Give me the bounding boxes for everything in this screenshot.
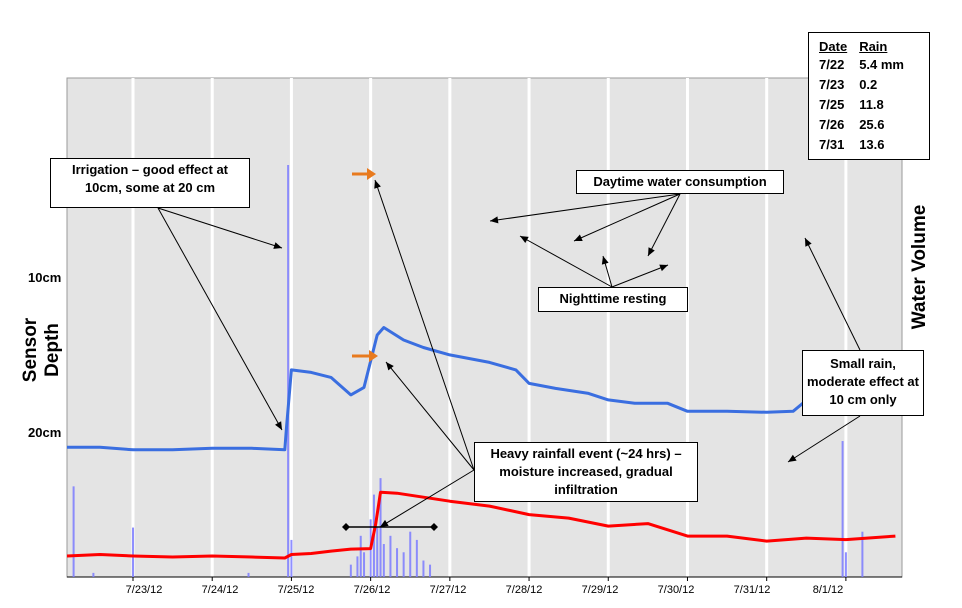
rain-bar [247,572,250,577]
annotation-arrowhead [659,264,668,272]
annotation-leader [647,193,681,257]
annotation-arrowhead [574,234,583,241]
series-line-10cm [67,326,896,452]
rain-bar [290,539,293,577]
callout-nighttime: Nighttime resting [538,287,688,312]
x-tick-label: 7/25/12 [277,584,315,596]
annotation-arrowhead [490,216,499,224]
x-tick-label: 7/24/12 [201,584,239,596]
annotation-arrowhead [273,242,282,249]
annotation-leader [611,264,669,288]
annotation-leader [804,237,861,351]
callout-heavy-rain: Heavy rainfall event (~24 hrs) – moistur… [474,442,698,502]
annotation-leader [385,361,475,471]
rain-bar [356,556,359,577]
table-row: 7/26 25.6 [819,116,916,136]
rain-bar [429,564,432,577]
x-tick-label: 7/30/12 [657,584,695,596]
rain-bar [287,165,290,577]
rain-bar [844,552,847,577]
rain-date: 7/23 [819,77,845,92]
rain-date: 7/22 [819,57,845,72]
y-tick-label-10cm: 10cm [28,270,62,285]
rain-bar [359,535,362,577]
y2-axis-title: Water Volume [909,204,930,330]
rain-amount: 25.6 [859,117,885,132]
rain-bar [415,539,418,577]
rain-bar [841,441,844,577]
rain-bar [363,552,366,577]
x-tick-label: 7/28/12 [505,584,543,596]
peak-arrow-head [367,168,376,180]
rain-bar [349,564,352,577]
rain-bar [402,552,405,577]
annotation-arrowhead [788,454,797,462]
annotation-leader [374,179,475,471]
annotation-arrowhead [275,421,282,430]
annotation-arrowhead [380,519,389,527]
rain-bar [396,548,399,577]
annotation-arrowhead [601,256,609,265]
bracket-end [342,523,350,531]
rain-bar [132,527,135,577]
annotation-leader [519,235,613,288]
annotation-leader [157,207,283,431]
rain-bar [382,544,385,577]
table-row: 7/25 11.8 [819,96,916,116]
x-tick-label: 7/29/12 [581,584,619,596]
rain-bar [389,535,392,577]
annotation-leader [157,207,283,249]
rain-table-header-rain: Rain [859,39,888,54]
annotation-arrowhead [648,247,655,256]
rain-date: 7/25 [819,97,845,112]
x-tick-label: 7/26/12 [353,584,391,596]
rain-bar [92,572,95,577]
rain-bar [409,531,412,577]
callout-irrigation: Irrigation – good effect at 10cm, some a… [50,158,250,208]
rain-bar [376,527,379,577]
x-tick-label: 7/31/12 [733,584,771,596]
annotation-arrowhead [805,238,812,247]
annotation-leader [489,193,681,222]
table-row: 7/31 13.6 [819,136,916,156]
bracket-end [430,523,438,531]
callout-small-rain: Small rain, moderate effect at 10 cm onl… [802,350,924,416]
table-row: 7/22 5.4 mm [819,56,916,76]
x-tick-label: 7/27/12 [429,584,467,596]
callout-daytime: Daytime water consumption [576,170,784,194]
annotation-leader [787,415,861,463]
rain-table: Date Rain 7/22 5.4 mm 7/23 0.2 7/25 11.8 7/… [808,32,930,160]
annotation-leader [379,469,475,528]
series-line-20cm [66,490,896,560]
rain-bar [422,560,425,577]
rain-amount: 11.8 [859,97,884,112]
y-tick-label-20cm: 20cm [28,425,62,440]
rain-bar [72,486,75,577]
annotation-arrowhead [374,180,381,189]
annotation-arrowhead [386,362,394,371]
annotation-arrowhead [520,236,529,243]
table-row: 7/23 0.2 [819,76,916,96]
x-tick-label: 8/1/12 [812,584,844,596]
plot-area [66,77,903,578]
rain-amount: 5.4 mm [859,57,904,72]
rain-date: 7/31 [819,137,845,152]
x-tick-label: 7/23/12 [125,584,163,596]
peak-arrow-head [369,350,378,362]
rain-amount: 13.6 [859,137,885,152]
rain-amount: 0.2 [859,77,878,92]
rain-bar [861,531,864,577]
y-axis-title: Sensor Depth [20,317,63,383]
rain-date: 7/26 [819,117,845,132]
rain-table-header-date: Date [819,39,848,54]
annotation-leader [573,193,681,242]
